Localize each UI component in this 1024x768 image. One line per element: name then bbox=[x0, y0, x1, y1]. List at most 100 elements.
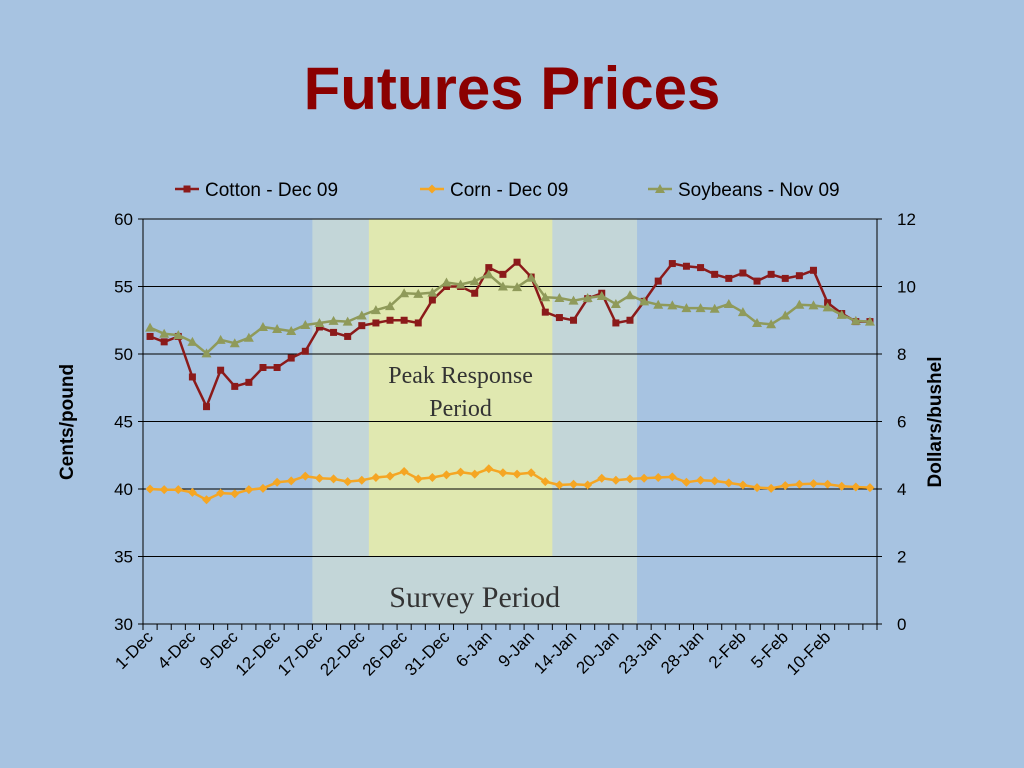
corn-dec-09-point bbox=[583, 480, 593, 490]
corn-dec-09-point bbox=[865, 483, 875, 493]
soybeans-nov-09-point bbox=[314, 317, 325, 327]
right-axis: 0 2 4 6 8 10 12 bbox=[877, 210, 916, 634]
soybeans-nov-09-point bbox=[497, 281, 508, 291]
soybeans-nov-09-point bbox=[554, 292, 565, 302]
corn-dec-09-point bbox=[173, 485, 183, 495]
corn-dec-09-point bbox=[230, 489, 240, 499]
corn-dec-09-point bbox=[710, 476, 720, 486]
left-axis-tick-label: 55 bbox=[114, 278, 133, 297]
series-lines bbox=[145, 258, 875, 505]
right-axis-tick-label: 0 bbox=[897, 615, 906, 634]
soybeans-nov-09-point bbox=[441, 277, 452, 287]
left-axis-tick-label: 30 bbox=[114, 615, 133, 634]
left-axis-tick-label: 45 bbox=[114, 413, 133, 432]
corn-dec-09-point bbox=[639, 473, 649, 483]
x-axis-tick-label: 10-Feb bbox=[783, 627, 835, 679]
soybeans-nov-09-point bbox=[342, 316, 353, 326]
corn-dec-09-point bbox=[216, 488, 226, 498]
cotton-dec-09-point bbox=[287, 354, 295, 362]
left-axis: 30 35 40 45 50 55 60 bbox=[114, 210, 143, 634]
x-axis-tick-label: 2-Feb bbox=[705, 627, 750, 672]
left-axis-tick-label: 50 bbox=[114, 345, 133, 364]
x-axis-tick-label: 20-Jan bbox=[573, 627, 623, 677]
corn-dec-09-point bbox=[484, 464, 494, 474]
corn-dec-09-point bbox=[554, 480, 564, 490]
corn-dec-09-point bbox=[667, 472, 677, 482]
soybeans-nov-09-point bbox=[526, 272, 537, 282]
soybeans-nov-09-point bbox=[229, 338, 240, 348]
soybeans-nov-09-point bbox=[469, 276, 480, 286]
corn-dec-09-point bbox=[766, 483, 776, 493]
soybeans-nov-09-point bbox=[582, 292, 593, 302]
x-axis-tick-label: 17-Dec bbox=[274, 627, 327, 680]
cotton-dec-09-point bbox=[682, 262, 690, 270]
soybeans-nov-09-point bbox=[610, 299, 621, 309]
corn-dec-09-point bbox=[343, 477, 353, 487]
series-soybeans-nov-09 bbox=[145, 269, 875, 358]
soybeans-nov-09-point bbox=[328, 315, 339, 325]
corn-dec-09-point bbox=[540, 477, 550, 487]
corn-dec-09-point bbox=[837, 481, 847, 491]
cotton-dec-09-point bbox=[428, 296, 436, 304]
corn-dec-09-point bbox=[329, 474, 339, 484]
x-axis-tick-label: 23-Jan bbox=[615, 627, 665, 677]
x-axis-tick-label: 6-Jan bbox=[452, 627, 496, 671]
soybeans-nov-09-point bbox=[737, 307, 748, 317]
corn-dec-09-point bbox=[258, 483, 268, 493]
soybeans-nov-09-point bbox=[300, 319, 311, 329]
soybeans-nov-09-point bbox=[752, 317, 763, 327]
cotton-dec-09-point bbox=[358, 322, 366, 330]
soybeans-nov-09-point bbox=[159, 328, 170, 338]
soybeans-nov-09-point bbox=[709, 303, 720, 313]
cotton-dec-09-point bbox=[739, 269, 747, 277]
corn-dec-09-point bbox=[653, 473, 663, 483]
region-label-peak-response-period: Period bbox=[429, 396, 492, 422]
corn-dec-09-point bbox=[314, 473, 324, 483]
cotton-dec-09-point bbox=[188, 373, 196, 381]
soybeans-nov-09-point bbox=[568, 295, 579, 305]
corn-dec-09-point bbox=[851, 482, 861, 492]
corn-dec-09-point bbox=[456, 467, 466, 477]
corn-dec-09-point bbox=[300, 471, 310, 481]
soybeans-nov-09-point bbox=[653, 299, 664, 309]
cotton-dec-09-point bbox=[781, 274, 789, 282]
cotton-dec-09-point bbox=[570, 316, 578, 324]
corn-dec-09-point bbox=[187, 487, 197, 497]
cotton-dec-09-point bbox=[626, 316, 634, 324]
soybeans-nov-09-point bbox=[512, 282, 523, 292]
cotton-dec-09-point bbox=[555, 314, 563, 322]
legend-item-soybeans-nov-09: Soybeans - Nov 09 bbox=[648, 180, 840, 201]
x-axis-tick-label: 12-Dec bbox=[232, 627, 285, 680]
soybeans-nov-09-point bbox=[187, 336, 198, 346]
region-label-peak-response-period: Peak Response bbox=[388, 363, 533, 389]
soybeans-nov-09-point bbox=[427, 287, 438, 297]
corn-dec-09-point bbox=[357, 475, 367, 485]
corn-dec-09-point bbox=[385, 471, 395, 481]
soybeans-nov-09-point bbox=[808, 300, 819, 310]
soybeans-nov-09-point bbox=[639, 296, 650, 306]
corn-dec-09-point bbox=[286, 476, 296, 486]
x-axis-tick-label: 28-Jan bbox=[657, 627, 707, 677]
soybeans-nov-09-point bbox=[836, 309, 847, 319]
cotton-dec-09-point bbox=[725, 274, 733, 282]
soybeans-nov-09-point bbox=[681, 303, 692, 313]
cotton-dec-09-line bbox=[149, 260, 870, 408]
soybeans-nov-09-point bbox=[272, 324, 283, 334]
cotton-dec-09-point bbox=[203, 403, 211, 411]
cotton-dec-09-point bbox=[767, 270, 775, 278]
soybeans-nov-09-point bbox=[780, 310, 791, 320]
soybeans-nov-09-point bbox=[624, 290, 635, 300]
corn-dec-09-point bbox=[597, 473, 607, 483]
left-axis-tick-label: 60 bbox=[114, 210, 133, 229]
corn-dec-09-point bbox=[569, 479, 579, 489]
corn-dec-09-point bbox=[244, 485, 254, 495]
cotton-dec-09-point bbox=[809, 266, 817, 274]
soybeans-nov-09-point bbox=[286, 326, 297, 336]
legend-marker-corn-dec-09 bbox=[427, 184, 437, 194]
corn-dec-09-point bbox=[808, 479, 818, 489]
soybeans-nov-09-point bbox=[370, 305, 381, 315]
series-cotton-dec-09 bbox=[146, 258, 874, 411]
cotton-dec-09-point bbox=[386, 316, 394, 324]
soybeans-nov-09-point bbox=[201, 348, 212, 358]
